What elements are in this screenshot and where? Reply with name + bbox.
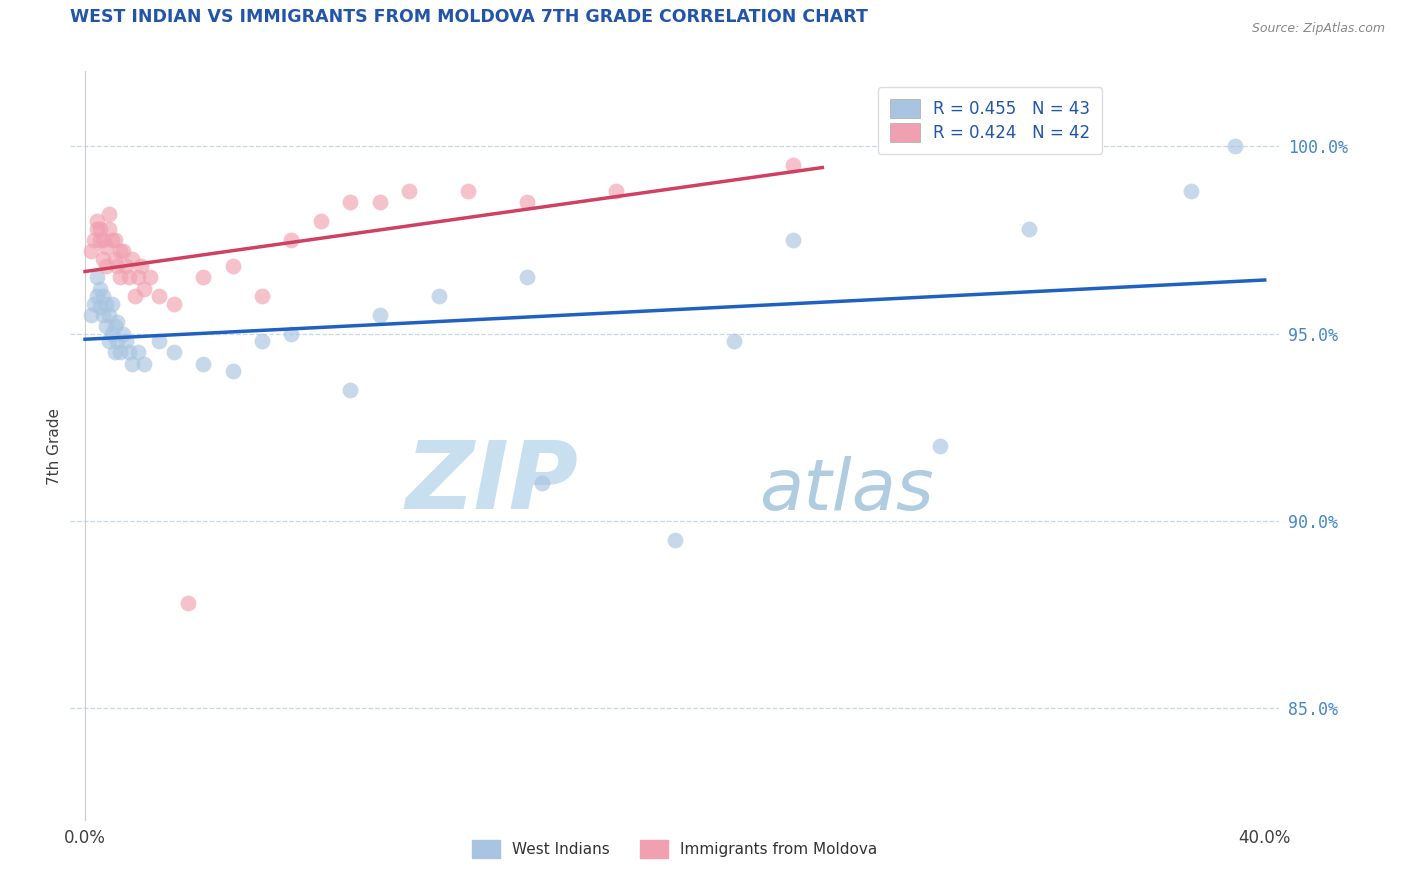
Point: [94, 240, 117, 254]
Point: [118, 345, 141, 359]
Point: [103, 233, 125, 247]
Point: [929, 439, 952, 453]
Point: [782, 158, 804, 172]
Point: [250, 289, 273, 303]
Point: [191, 270, 214, 285]
Point: [723, 334, 745, 348]
Point: [112, 244, 135, 259]
Point: [97, 207, 120, 221]
Point: [309, 214, 332, 228]
Text: atlas: atlas: [759, 457, 934, 525]
Point: [110, 244, 132, 259]
Point: [118, 270, 141, 285]
Point: [91, 252, 114, 266]
Point: [115, 259, 138, 273]
Text: ZIP: ZIP: [405, 437, 578, 530]
Point: [368, 195, 391, 210]
Point: [1225, 139, 1247, 153]
Point: [103, 319, 125, 334]
Point: [83, 233, 105, 247]
Point: [127, 345, 149, 359]
Point: [516, 270, 538, 285]
Point: [339, 383, 361, 397]
Point: [427, 289, 450, 303]
Point: [94, 259, 117, 273]
Point: [91, 308, 114, 322]
Point: [782, 233, 804, 247]
Point: [121, 357, 143, 371]
Point: [89, 221, 111, 235]
Text: Source: ZipAtlas.com: Source: ZipAtlas.com: [1251, 22, 1385, 36]
Point: [280, 233, 302, 247]
Point: [280, 326, 302, 341]
Point: [100, 326, 122, 341]
Point: [80, 244, 103, 259]
Point: [339, 195, 361, 210]
Point: [191, 357, 214, 371]
Point: [221, 259, 243, 273]
Point: [83, 296, 105, 310]
Point: [97, 308, 120, 322]
Point: [86, 270, 108, 285]
Point: [103, 345, 125, 359]
Point: [97, 221, 120, 235]
Point: [86, 214, 108, 228]
Point: [100, 296, 122, 310]
Point: [107, 259, 129, 273]
Point: [221, 364, 243, 378]
Point: [250, 334, 273, 348]
Point: [89, 233, 111, 247]
Point: [107, 315, 129, 329]
Point: [94, 296, 117, 310]
Point: [97, 334, 120, 348]
Point: [516, 195, 538, 210]
Point: [132, 282, 155, 296]
Point: [110, 270, 132, 285]
Point: [100, 233, 122, 247]
Point: [86, 289, 108, 303]
Point: [89, 301, 111, 315]
Point: [124, 289, 146, 303]
Y-axis label: 7th Grade: 7th Grade: [46, 408, 62, 484]
Point: [148, 289, 170, 303]
Point: [129, 259, 152, 273]
Point: [605, 184, 627, 198]
Point: [162, 345, 184, 359]
Point: [91, 233, 114, 247]
Point: [664, 533, 686, 547]
Point: [94, 319, 117, 334]
Point: [162, 296, 184, 310]
Point: [103, 252, 125, 266]
Point: [1180, 184, 1202, 198]
Point: [132, 357, 155, 371]
Point: [110, 345, 132, 359]
Point: [80, 308, 103, 322]
Point: [139, 270, 162, 285]
Point: [457, 184, 479, 198]
Point: [148, 334, 170, 348]
Point: [398, 184, 420, 198]
Point: [368, 308, 391, 322]
Point: [531, 476, 554, 491]
Point: [107, 334, 129, 348]
Point: [127, 270, 149, 285]
Point: [115, 334, 138, 348]
Point: [89, 282, 111, 296]
Point: [1018, 221, 1040, 235]
Point: [121, 252, 143, 266]
Point: [112, 326, 135, 341]
Point: [86, 221, 108, 235]
Point: [91, 289, 114, 303]
Legend: West Indians, Immigrants from Moldova: West Indians, Immigrants from Moldova: [465, 832, 884, 865]
Point: [177, 596, 200, 610]
Text: WEST INDIAN VS IMMIGRANTS FROM MOLDOVA 7TH GRADE CORRELATION CHART: WEST INDIAN VS IMMIGRANTS FROM MOLDOVA 7…: [70, 8, 868, 27]
